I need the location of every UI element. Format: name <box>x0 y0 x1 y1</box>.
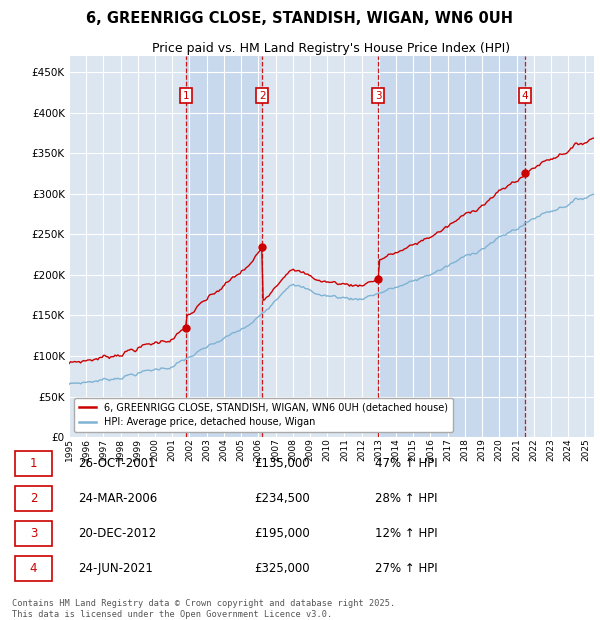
Text: 2: 2 <box>259 91 266 101</box>
Text: 2: 2 <box>30 492 37 505</box>
Text: 4: 4 <box>521 91 528 101</box>
Text: 47% ↑ HPI: 47% ↑ HPI <box>375 458 437 471</box>
Text: 1: 1 <box>183 91 190 101</box>
Text: £195,000: £195,000 <box>254 527 310 540</box>
FancyBboxPatch shape <box>15 451 52 476</box>
Text: £234,500: £234,500 <box>254 492 310 505</box>
Text: 4: 4 <box>30 562 37 575</box>
Bar <box>187 56 262 437</box>
Text: 24-JUN-2021: 24-JUN-2021 <box>78 562 153 575</box>
Text: 24-MAR-2006: 24-MAR-2006 <box>78 492 157 505</box>
FancyBboxPatch shape <box>15 486 52 512</box>
Text: 1: 1 <box>30 458 37 471</box>
Text: Contains HM Land Registry data © Crown copyright and database right 2025.
This d: Contains HM Land Registry data © Crown c… <box>12 600 395 619</box>
FancyBboxPatch shape <box>15 521 52 546</box>
Title: Price paid vs. HM Land Registry's House Price Index (HPI): Price paid vs. HM Land Registry's House … <box>152 42 511 55</box>
FancyBboxPatch shape <box>15 556 52 581</box>
Text: 12% ↑ HPI: 12% ↑ HPI <box>375 527 437 540</box>
Text: 20-DEC-2012: 20-DEC-2012 <box>78 527 157 540</box>
Text: 6, GREENRIGG CLOSE, STANDISH, WIGAN, WN6 0UH: 6, GREENRIGG CLOSE, STANDISH, WIGAN, WN6… <box>86 11 514 26</box>
Text: 27% ↑ HPI: 27% ↑ HPI <box>375 562 437 575</box>
Text: 26-OCT-2001: 26-OCT-2001 <box>78 458 156 471</box>
Text: 3: 3 <box>30 527 37 540</box>
Text: 28% ↑ HPI: 28% ↑ HPI <box>375 492 437 505</box>
Text: £325,000: £325,000 <box>254 562 310 575</box>
Legend: 6, GREENRIGG CLOSE, STANDISH, WIGAN, WN6 0UH (detached house), HPI: Average pric: 6, GREENRIGG CLOSE, STANDISH, WIGAN, WN6… <box>74 397 453 432</box>
Text: 3: 3 <box>375 91 382 101</box>
Bar <box>379 56 525 437</box>
Text: £135,000: £135,000 <box>254 458 310 471</box>
